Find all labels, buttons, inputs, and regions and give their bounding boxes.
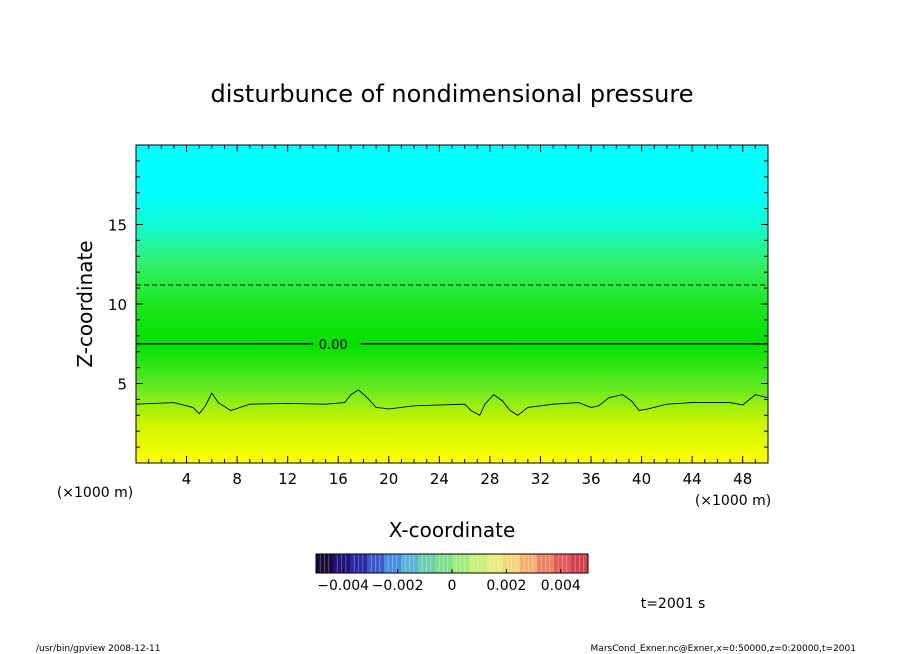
x-tick-label-24: 24	[430, 470, 449, 488]
colorbar-tick-label-3: 0.002	[486, 578, 526, 594]
x-tick-label-44: 44	[683, 470, 702, 488]
x-tick-label-4: 4	[182, 470, 192, 488]
x-tick-label-20: 20	[379, 470, 398, 488]
colorbar-tick-label-4: 0.004	[541, 578, 581, 594]
colorbar-swatch-0	[316, 554, 334, 573]
x-tick-label-36: 36	[581, 470, 600, 488]
x-tick-label-32: 32	[531, 470, 550, 488]
colorbar-swatch-10	[486, 554, 504, 573]
colorbar-swatch-14	[554, 554, 572, 573]
colorbar-swatch-12	[520, 554, 538, 573]
x-tick-label-48: 48	[733, 470, 752, 488]
colorbar-swatch-1	[333, 554, 351, 573]
time-annotation: t=2001 s	[641, 596, 706, 612]
y-tick-label-10: 10	[108, 296, 127, 314]
pressure-field	[136, 145, 768, 463]
footer-right: MarsCond_Exner.nc@Exner,x=0:50000,z=0:20…	[591, 644, 856, 654]
colorbar-swatch-8	[452, 554, 470, 573]
x-tick-label-40: 40	[632, 470, 651, 488]
y-tick-label-5: 5	[117, 376, 127, 394]
x-tick-labels: 4 8 12 16 20 24 28 32 36 40 44 48	[182, 470, 752, 488]
colorbar-swatch-15	[571, 554, 589, 573]
x-tick-label-16: 16	[329, 470, 348, 488]
x-unit-left: (×1000 m)	[57, 485, 133, 501]
plot-area: 0.00	[135, 144, 769, 464]
x-unit-right: (×1000 m)	[695, 493, 771, 509]
contour-label-zero: 0.00	[319, 338, 348, 353]
colorbar-swatch-13	[537, 554, 555, 573]
colorbar-tick-labels: −0.004 −0.002 0 0.002 0.004	[317, 578, 581, 594]
colorbar-swatch-11	[503, 554, 521, 573]
axis-ticks	[136, 145, 768, 463]
colorbar-tick-label-0: −0.004	[317, 578, 369, 594]
colorbar-swatch-2	[350, 554, 368, 573]
x-tick-label-12: 12	[278, 470, 297, 488]
colorbar-swatch-4	[384, 554, 402, 573]
footer-left: /usr/bin/gpview 2008-12-11	[36, 644, 160, 654]
colorbar-tick-label-2: 0	[448, 578, 457, 594]
colorbar-swatch-7	[435, 554, 453, 573]
y-tick-labels: 5 10 15	[108, 217, 127, 394]
colorbar-swatch-9	[469, 554, 487, 573]
x-axis-label: X-coordinate	[389, 518, 516, 542]
y-tick-label-15: 15	[108, 217, 127, 235]
contour-line-2	[136, 389, 768, 416]
x-tick-label-28: 28	[480, 470, 499, 488]
colorbar-swatch-3	[367, 554, 385, 573]
colorbar-swatch-6	[418, 554, 436, 573]
chart-title: disturbunce of nondimensional pressure	[211, 80, 694, 108]
colorbar-swatch-5	[401, 554, 419, 573]
colorbar	[315, 553, 589, 574]
x-tick-label-8: 8	[232, 470, 242, 488]
colorbar-tick-label-1: −0.002	[372, 578, 424, 594]
y-axis-label: Z-coordinate	[73, 240, 97, 367]
contour-lines	[136, 284, 768, 416]
